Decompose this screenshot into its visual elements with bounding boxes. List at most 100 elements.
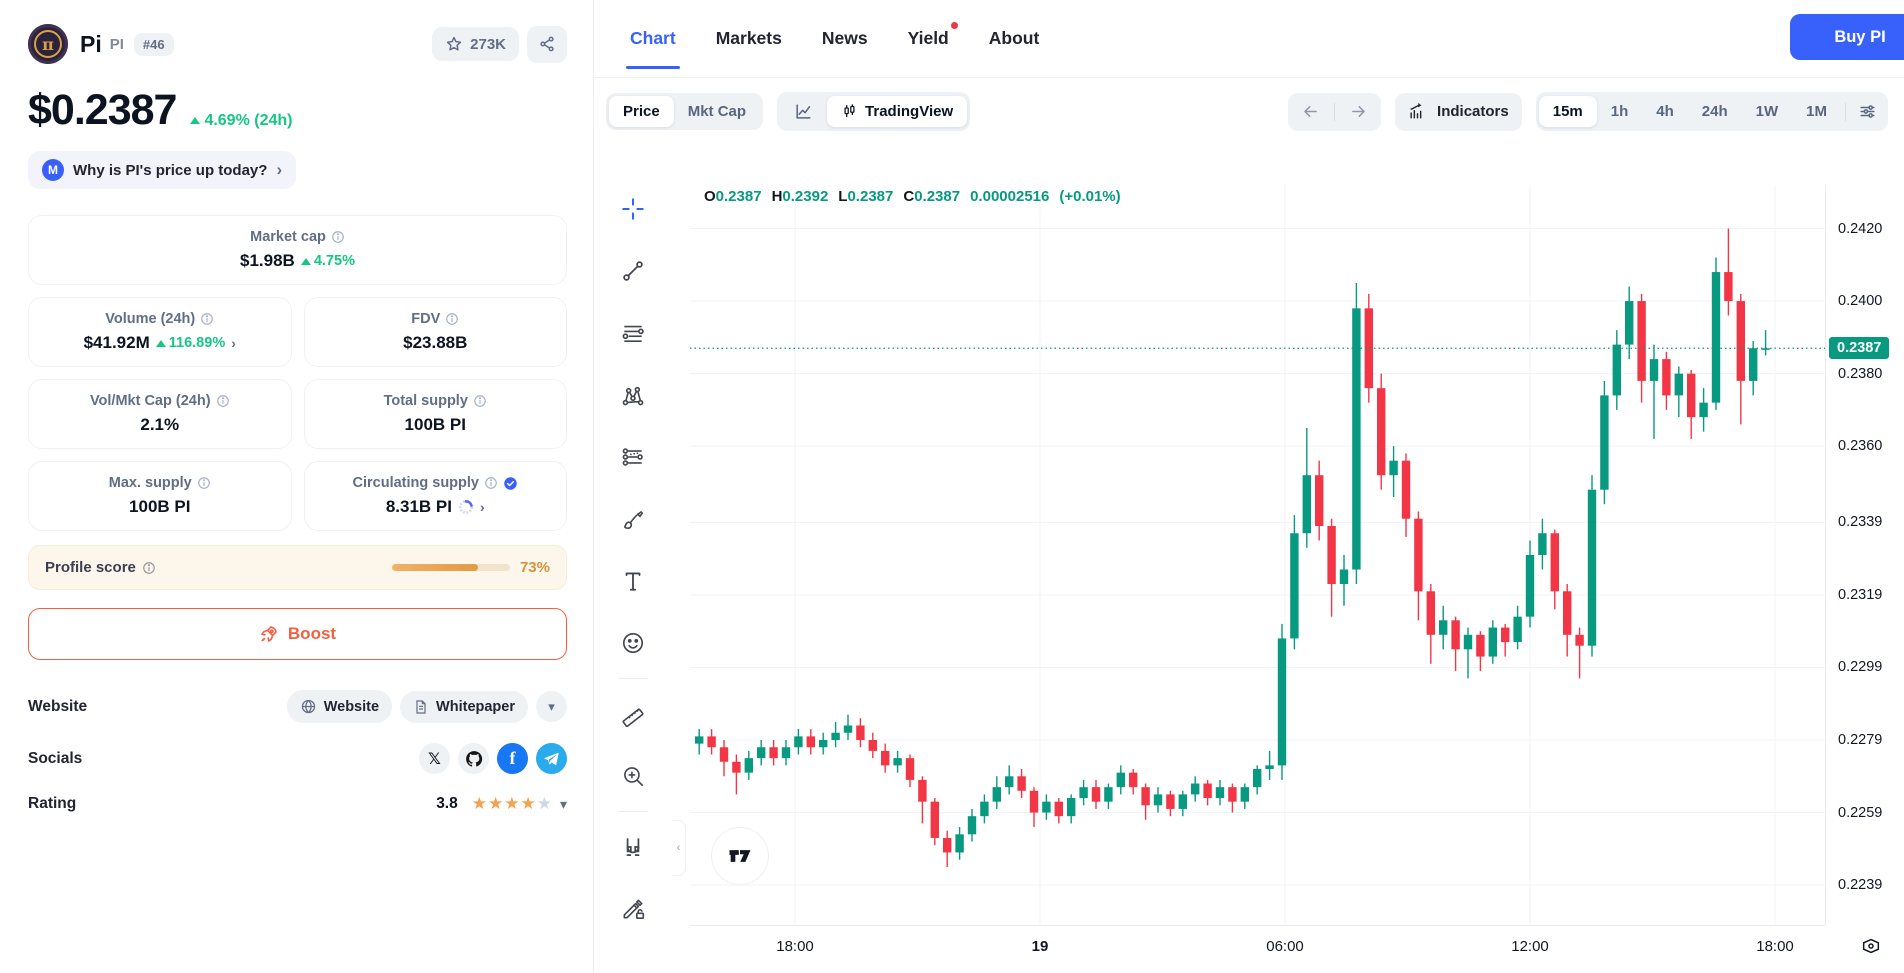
chart-history-nav: [1288, 92, 1382, 131]
candle-body: [1687, 373, 1696, 418]
info-icon[interactable]: [484, 476, 498, 490]
candle-body: [1612, 344, 1621, 396]
info-icon[interactable]: [142, 561, 156, 575]
candle-body: [856, 725, 865, 740]
candle-body: [905, 758, 915, 780]
info-icon[interactable]: [445, 312, 459, 326]
tradingview-logo[interactable]: [712, 828, 768, 884]
toggle-price[interactable]: Price: [609, 96, 674, 127]
candle-body: [732, 761, 741, 773]
tradingview-chart-toggle[interactable]: TradingView: [827, 96, 968, 127]
rating-value: 3.8: [436, 795, 458, 812]
info-icon[interactable]: [197, 476, 211, 490]
crosshair-tool-icon[interactable]: [614, 190, 652, 228]
tab-yield[interactable]: Yield: [908, 0, 958, 77]
max-supply-value: 100B PI: [129, 497, 191, 516]
timeframe-24h[interactable]: 24h: [1701, 103, 1728, 120]
arrow-left-icon[interactable]: [1301, 102, 1320, 121]
price-axis[interactable]: 0.2420 0.2400 0.2380 0.2360 0.2339 0.2319 0.22…: [1825, 185, 1904, 925]
telegram-icon[interactable]: [536, 743, 567, 774]
tab-news[interactable]: News: [821, 28, 868, 48]
why-price-up-banner[interactable]: M Why is PI's price up today? ›: [28, 151, 297, 189]
toggle-mktcap[interactable]: Mkt Cap: [687, 103, 747, 120]
candle-body: [719, 747, 729, 762]
candle-body: [806, 736, 815, 748]
line-chart-toggle[interactable]: [780, 95, 827, 128]
draw-lock-tool-icon[interactable]: [614, 890, 652, 928]
time-axis[interactable]: 18:00 19 06:00 12:00 18:00: [690, 925, 1825, 965]
info-icon[interactable]: [200, 312, 214, 326]
chart-settings-button[interactable]: [1860, 935, 1882, 962]
chevron-right-icon[interactable]: ›: [479, 499, 485, 515]
candle-body: [1736, 301, 1745, 381]
expand-links-button[interactable]: ▾: [536, 691, 567, 722]
zoom-in-tool-icon[interactable]: [614, 757, 652, 795]
page-tabs: Chart Markets News Yield About Buy PI: [594, 0, 1904, 78]
toolbar-collapse-button[interactable]: ‹: [672, 820, 686, 876]
timeframe-1m[interactable]: 1M: [1806, 103, 1827, 120]
tab-chart[interactable]: Chart: [626, 0, 680, 77]
info-icon[interactable]: [473, 394, 487, 408]
candle-body: [1228, 787, 1237, 802]
horizontal-lines-tool-icon[interactable]: [614, 314, 652, 352]
watchlist-button[interactable]: 273K: [432, 27, 519, 61]
candlestick-chart[interactable]: [690, 185, 1825, 925]
timeframe-15m[interactable]: 15m: [1538, 96, 1597, 127]
profile-score-label: Profile score: [45, 559, 136, 576]
magnet-tool-icon[interactable]: [614, 828, 652, 866]
info-icon[interactable]: [331, 230, 345, 244]
candle-body: [1389, 460, 1398, 476]
info-icon[interactable]: [216, 394, 230, 408]
main-panel: Chart Markets News Yield About Buy PI Price …: [594, 0, 1904, 973]
indicators-button[interactable]: Indicators: [1395, 92, 1522, 131]
timeframe-1w[interactable]: 1W: [1755, 103, 1779, 120]
candle-body: [1476, 634, 1485, 657]
candle-body: [843, 725, 853, 733]
cmc-ai-icon: M: [42, 159, 64, 181]
candle-body: [1265, 765, 1274, 770]
tab-about[interactable]: About: [988, 28, 1040, 48]
candle-body: [1637, 301, 1646, 381]
candle-body: [1451, 620, 1460, 650]
circulating-supply-value: 8.31B PI: [385, 497, 452, 516]
trend-line-tool-icon[interactable]: [614, 252, 652, 290]
whitepaper-link-button[interactable]: Whitepaper: [400, 690, 528, 723]
max-supply-label: Max. supply: [108, 475, 192, 491]
candle-body: [1538, 533, 1547, 555]
tab-markets[interactable]: Markets: [715, 28, 782, 48]
line-chart-icon: [796, 104, 811, 119]
emoji-tool-icon[interactable]: [614, 624, 652, 662]
candle-body: [1674, 373, 1683, 396]
candle-body: [1749, 348, 1758, 381]
timeframe-1h[interactable]: 1h: [1610, 103, 1629, 120]
chart-display-settings-button[interactable]: [1850, 95, 1885, 128]
timeframe-4h[interactable]: 4h: [1656, 103, 1674, 120]
arrow-right-icon[interactable]: [1349, 102, 1368, 121]
facebook-icon[interactable]: f: [497, 743, 528, 774]
share-button[interactable]: [527, 25, 567, 63]
buy-pi-button[interactable]: Buy PI: [1790, 14, 1904, 60]
xabcd-pattern-tool-icon[interactable]: [614, 376, 652, 414]
ohlc-change-pct: (+0.01%): [1059, 188, 1121, 205]
chevron-down-icon[interactable]: ▾: [559, 795, 567, 812]
candle-body: [769, 747, 778, 759]
candle-body: [1141, 787, 1150, 806]
x-twitter-icon[interactable]: 𝕏: [419, 743, 450, 774]
total-supply-label: Total supply: [383, 393, 468, 409]
candle-body: [1104, 787, 1113, 802]
candle-body: [1600, 395, 1609, 490]
forecast-tool-icon[interactable]: [614, 438, 652, 476]
boost-button[interactable]: Boost: [28, 608, 567, 660]
website-link-button[interactable]: Website: [286, 690, 393, 723]
brush-tool-icon[interactable]: [614, 500, 652, 538]
coin-symbol: PI: [109, 35, 124, 53]
time-tick-label: 12:00: [1511, 938, 1549, 955]
chevron-right-icon[interactable]: ›: [231, 335, 236, 351]
price-tick-label: 0.2339: [1838, 514, 1883, 531]
candle-body: [1253, 769, 1262, 788]
ruler-tool-icon[interactable]: [614, 695, 652, 733]
time-tick-label: 19: [1031, 938, 1049, 955]
text-tool-icon[interactable]: [614, 562, 652, 600]
github-icon[interactable]: [458, 743, 489, 774]
boost-label: Boost: [287, 624, 337, 643]
